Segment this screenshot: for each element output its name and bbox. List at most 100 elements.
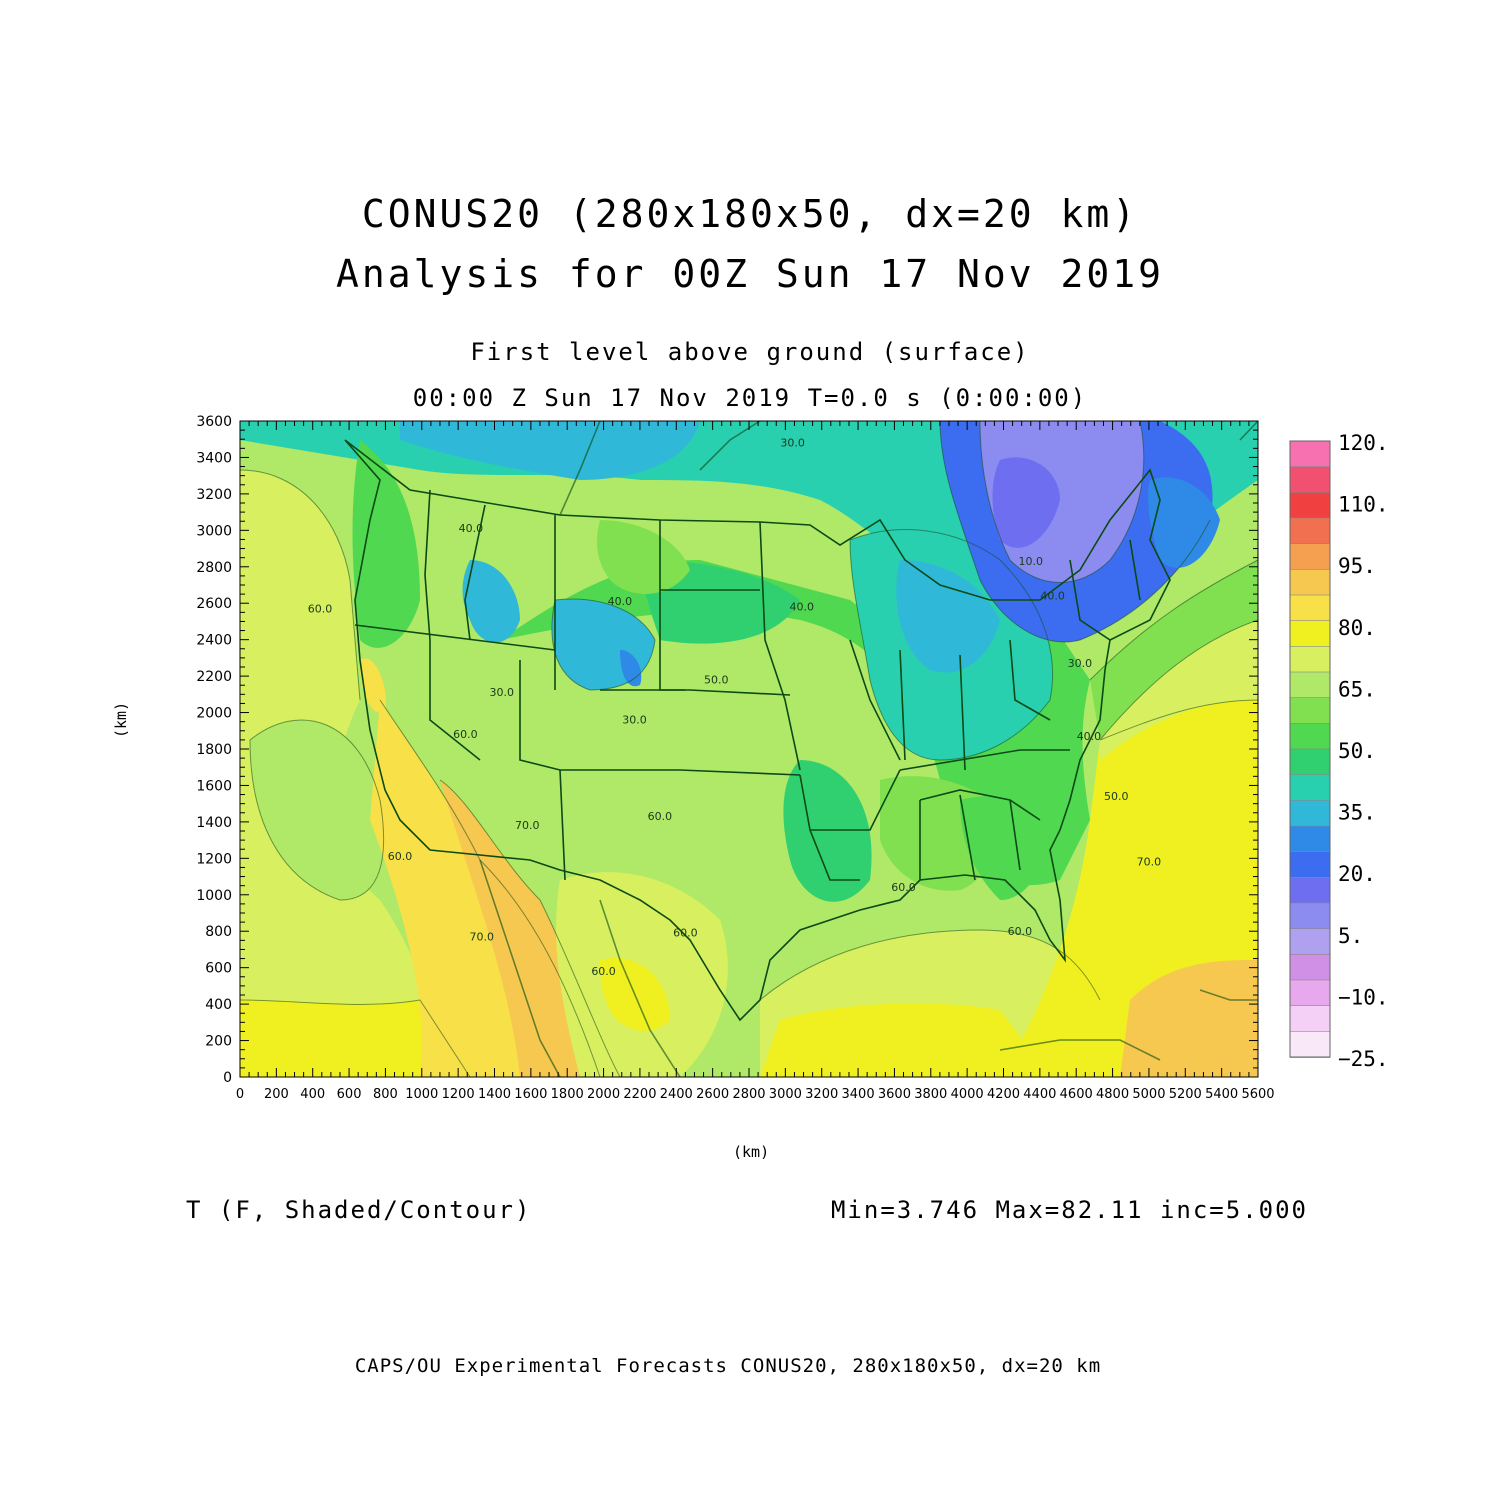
x-tick-label: 3200 bbox=[805, 1087, 838, 1102]
colorbar-swatch bbox=[1289, 671, 1331, 699]
colorbar-swatch bbox=[1289, 594, 1331, 622]
colorbar-swatch bbox=[1289, 748, 1331, 776]
x-tick-label: 3600 bbox=[878, 1087, 911, 1102]
colorbar: 120. 110. 95. 80. 65. 50. 35. 20. 5. −10. −25. bbox=[1289, 431, 1389, 1071]
x-tick-label: 2800 bbox=[732, 1087, 765, 1102]
colorbar-swatch bbox=[1289, 492, 1331, 519]
x-tick-label: 4200 bbox=[987, 1087, 1020, 1102]
y-tick-label: 2800 bbox=[196, 560, 232, 576]
x-tick-label: 5000 bbox=[1132, 1087, 1165, 1102]
y-tick-label: 2200 bbox=[196, 669, 232, 685]
y-tick-label: 1600 bbox=[196, 778, 232, 794]
x-tick-label: 3800 bbox=[914, 1087, 947, 1102]
temperature-shading bbox=[240, 421, 1258, 1077]
y-tick-label: 200 bbox=[205, 1034, 232, 1050]
footer-text: CAPS/OU Experimental Forecasts CONUS20, … bbox=[354, 1355, 1102, 1377]
colorbar-label: 110. bbox=[1338, 493, 1389, 517]
x-tick-label: 200 bbox=[264, 1087, 289, 1102]
colorbar-swatch bbox=[1289, 851, 1331, 879]
contour-label: 40.0 bbox=[459, 522, 484, 535]
x-tick-label: 600 bbox=[337, 1087, 362, 1102]
y-axis-ticks: 0 200 400 600 800 1000 1200 1400 1600 1800 2000 220… bbox=[196, 414, 1258, 1086]
contour-label: 30.0 bbox=[622, 713, 647, 726]
x-tick-label: 4600 bbox=[1060, 1087, 1093, 1102]
colorbar-swatch bbox=[1289, 697, 1331, 725]
contour-label: 50.0 bbox=[704, 673, 729, 686]
colorbar-swatch bbox=[1289, 800, 1331, 827]
x-tick-label: 4000 bbox=[951, 1087, 984, 1102]
y-tick-label: 800 bbox=[205, 924, 232, 940]
y-tick-label: 3600 bbox=[196, 414, 232, 430]
y-tick-label: 1800 bbox=[196, 742, 232, 758]
colorbar-swatch bbox=[1289, 1031, 1331, 1058]
stats-label: Min=3.746 Max=82.11 inc=5.000 bbox=[830, 1196, 1308, 1224]
x-tick-label: 800 bbox=[373, 1087, 398, 1102]
x-tick-label: 5600 bbox=[1241, 1087, 1274, 1102]
x-tick-label: 3400 bbox=[842, 1087, 875, 1102]
x-tick-label: 0 bbox=[236, 1087, 244, 1102]
contour-label: 30.0 bbox=[490, 686, 515, 699]
contour-label: 60.0 bbox=[388, 850, 413, 863]
contour-label: 70.0 bbox=[470, 930, 495, 943]
contour-label: 70.0 bbox=[1137, 856, 1162, 869]
contour-label: 10.0 bbox=[1019, 555, 1044, 568]
level-label: First level above ground (surface) bbox=[470, 338, 1030, 366]
colorbar-label: 50. bbox=[1338, 739, 1376, 763]
colorbar-label: 20. bbox=[1338, 862, 1376, 886]
state-boundaries bbox=[344, 421, 1258, 1077]
contour-label: 60.0 bbox=[591, 965, 616, 978]
colorbar-swatch bbox=[1289, 825, 1331, 853]
x-tick-label: 4400 bbox=[1023, 1087, 1056, 1102]
x-tick-label: 1400 bbox=[478, 1087, 511, 1102]
contour-label: 40.0 bbox=[789, 601, 814, 614]
y-tick-label: 1400 bbox=[196, 815, 232, 831]
contour-label: 40.0 bbox=[1040, 590, 1065, 603]
colorbar-swatch bbox=[1289, 440, 1331, 468]
x-tick-label: 400 bbox=[300, 1087, 325, 1102]
colorbar-label: −10. bbox=[1338, 985, 1389, 1009]
colorbar-swatch bbox=[1289, 569, 1331, 596]
colorbar-swatch bbox=[1289, 902, 1331, 930]
x-axis-label: (km) bbox=[733, 1143, 770, 1161]
x-tick-label: 5200 bbox=[1169, 1087, 1202, 1102]
y-tick-label: 400 bbox=[205, 997, 232, 1013]
plot-subtitle: Analysis for 00Z Sun 17 Nov 2019 bbox=[335, 252, 1165, 296]
x-tick-label: 2400 bbox=[660, 1087, 693, 1102]
contour-label: 40.0 bbox=[608, 595, 633, 608]
colorbar-label: 65. bbox=[1338, 677, 1376, 701]
x-tick-label: 2200 bbox=[623, 1087, 656, 1102]
colorbar-label: 95. bbox=[1338, 554, 1376, 578]
y-tick-label: 2600 bbox=[196, 596, 232, 612]
colorbar-swatch bbox=[1289, 954, 1331, 981]
colorbar-frame bbox=[1289, 440, 1331, 1058]
colorbar-swatch bbox=[1289, 928, 1331, 956]
plot-title: CONUS20 (280x180x50, dx=20 km) bbox=[361, 192, 1139, 236]
y-tick-label: 2000 bbox=[196, 706, 232, 722]
variable-label: T (F, Shaded/Contour) bbox=[186, 1196, 532, 1224]
time-label: 00:00 Z Sun 17 Nov 2019 T=0.0 s (0:00:00… bbox=[412, 384, 1088, 412]
x-tick-label: 1600 bbox=[514, 1087, 547, 1102]
contour-label: 30.0 bbox=[780, 437, 805, 450]
contour-label: 60.0 bbox=[308, 602, 333, 615]
colorbar-label: 120. bbox=[1338, 431, 1389, 455]
colorbar-label: 5. bbox=[1338, 924, 1363, 948]
colorbar-swatch bbox=[1289, 543, 1331, 571]
x-axis-ticks: 0 200 400 600 800 1000 1200 1400 1600 1800 2000 220… bbox=[236, 421, 1275, 1102]
x-tick-label: 2000 bbox=[587, 1087, 620, 1102]
y-tick-label: 1000 bbox=[196, 888, 232, 904]
x-tick-label: 2600 bbox=[696, 1087, 729, 1102]
colorbar-swatch bbox=[1289, 723, 1331, 750]
contour-label: 60.0 bbox=[891, 881, 916, 894]
colorbar-swatch bbox=[1289, 517, 1331, 545]
x-tick-label: 1200 bbox=[442, 1087, 475, 1102]
contour-label: 60.0 bbox=[648, 810, 673, 823]
colorbar-label: 80. bbox=[1338, 616, 1376, 640]
contour-label: 70.0 bbox=[515, 819, 540, 832]
x-tick-label: 1000 bbox=[405, 1087, 438, 1102]
contour-label: 60.0 bbox=[453, 728, 478, 741]
contour-label: 30.0 bbox=[1068, 657, 1093, 670]
contour-label: 50.0 bbox=[1104, 790, 1129, 803]
contour-label: 60.0 bbox=[673, 927, 698, 940]
x-tick-label: 1800 bbox=[551, 1087, 584, 1102]
isotherm-contours bbox=[240, 421, 1258, 1077]
